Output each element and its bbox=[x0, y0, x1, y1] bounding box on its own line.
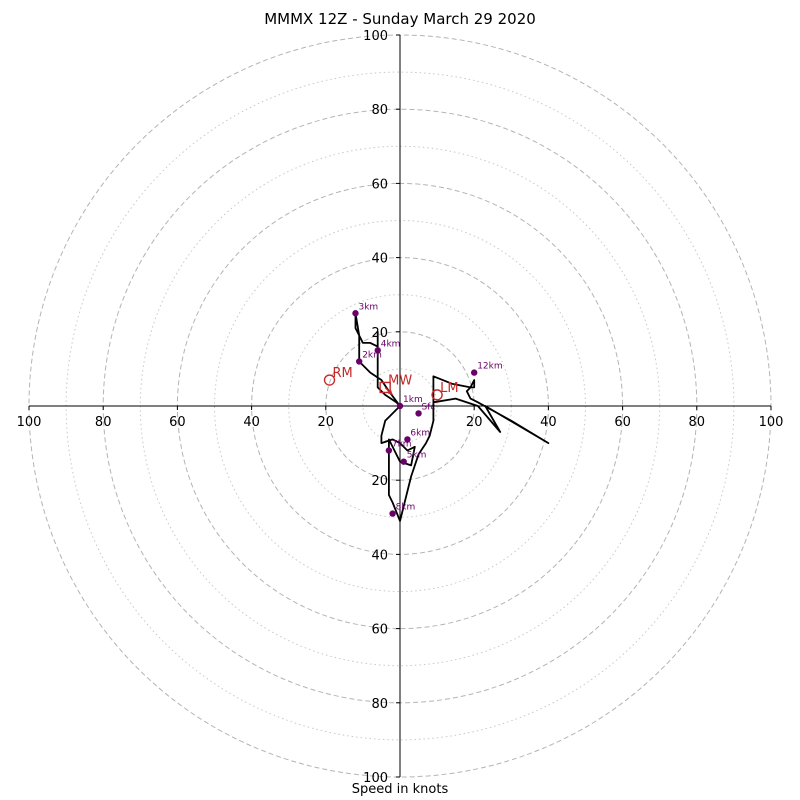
hodograph-trace bbox=[354, 312, 550, 522]
x-tick-label: 40 bbox=[243, 415, 260, 430]
height-marker-dot bbox=[385, 447, 393, 454]
height-marker-label: 7km bbox=[392, 440, 412, 450]
height-marker-dot bbox=[355, 358, 363, 365]
rm-storm-label: RM bbox=[333, 366, 353, 381]
mw-storm-label: MW bbox=[388, 373, 412, 388]
x-tick-label: 20 bbox=[466, 415, 483, 430]
storm-motion-markers: RM LM MW bbox=[323, 366, 459, 401]
x-tick-label: 80 bbox=[689, 415, 706, 430]
height-marker-label: 12km bbox=[477, 362, 502, 372]
y-tick-label: 80 bbox=[371, 103, 388, 118]
x-tick-label: 100 bbox=[759, 415, 784, 430]
hodograph-trace-group bbox=[354, 312, 550, 522]
chart-title: MMMX 12Z - Sunday March 29 2020 bbox=[264, 10, 536, 28]
height-marker-dot bbox=[352, 310, 359, 317]
lm-storm-marker bbox=[431, 389, 443, 401]
surface-marker-label: Sfc bbox=[422, 402, 436, 412]
height-marker-label: 1km bbox=[403, 395, 423, 405]
y-tick-label: 60 bbox=[371, 177, 388, 192]
mw-storm-marker bbox=[379, 381, 391, 394]
height-marker-dot bbox=[396, 402, 404, 410]
axis-tick-labels: 100 80 60 40 20 20 40 60 80 100 100 80 60 40 20 20 40 60 8… bbox=[17, 29, 784, 786]
mean-wind-arrowhead bbox=[387, 390, 393, 395]
x-tick-label: 20 bbox=[318, 415, 335, 430]
y-tick-label: 60 bbox=[371, 623, 388, 638]
height-marker-dot bbox=[389, 510, 396, 517]
height-marker-label: 6km bbox=[410, 428, 430, 438]
height-marker-label: 8km bbox=[396, 503, 416, 513]
x-axis-label: Speed in knots bbox=[351, 782, 449, 797]
y-tick-label: 20 bbox=[371, 326, 388, 341]
lm-storm-label: LM bbox=[440, 381, 458, 396]
y-tick-label: 100 bbox=[363, 29, 388, 44]
height-marker-dot bbox=[374, 347, 381, 354]
x-tick-label: 40 bbox=[540, 415, 557, 430]
y-tick-label: 40 bbox=[371, 252, 388, 267]
height-marker-dot bbox=[404, 436, 411, 443]
y-tick-label: 80 bbox=[371, 697, 388, 712]
y-tick-label: 40 bbox=[371, 548, 388, 563]
height-marker-dot bbox=[471, 369, 478, 376]
rm-storm-marker bbox=[323, 374, 336, 386]
x-tick-label: 100 bbox=[17, 415, 42, 430]
height-marker-label: 5km bbox=[407, 451, 427, 461]
y-tick-label: 100 bbox=[363, 771, 388, 786]
height-marker-label: 2km bbox=[362, 350, 382, 360]
x-tick-label: 80 bbox=[95, 415, 112, 430]
height-markers: 1km 2km 3km 4km 5km 6km 7km 8km 12km Sfc bbox=[352, 302, 503, 517]
height-marker-label: 4km bbox=[381, 339, 401, 349]
x-tick-label: 60 bbox=[169, 415, 186, 430]
height-marker-dot bbox=[400, 458, 407, 465]
height-marker-label: 3km bbox=[358, 302, 378, 312]
x-tick-label: 60 bbox=[614, 415, 631, 430]
surface-marker-dot bbox=[415, 410, 422, 417]
y-tick-label: 20 bbox=[371, 474, 388, 489]
